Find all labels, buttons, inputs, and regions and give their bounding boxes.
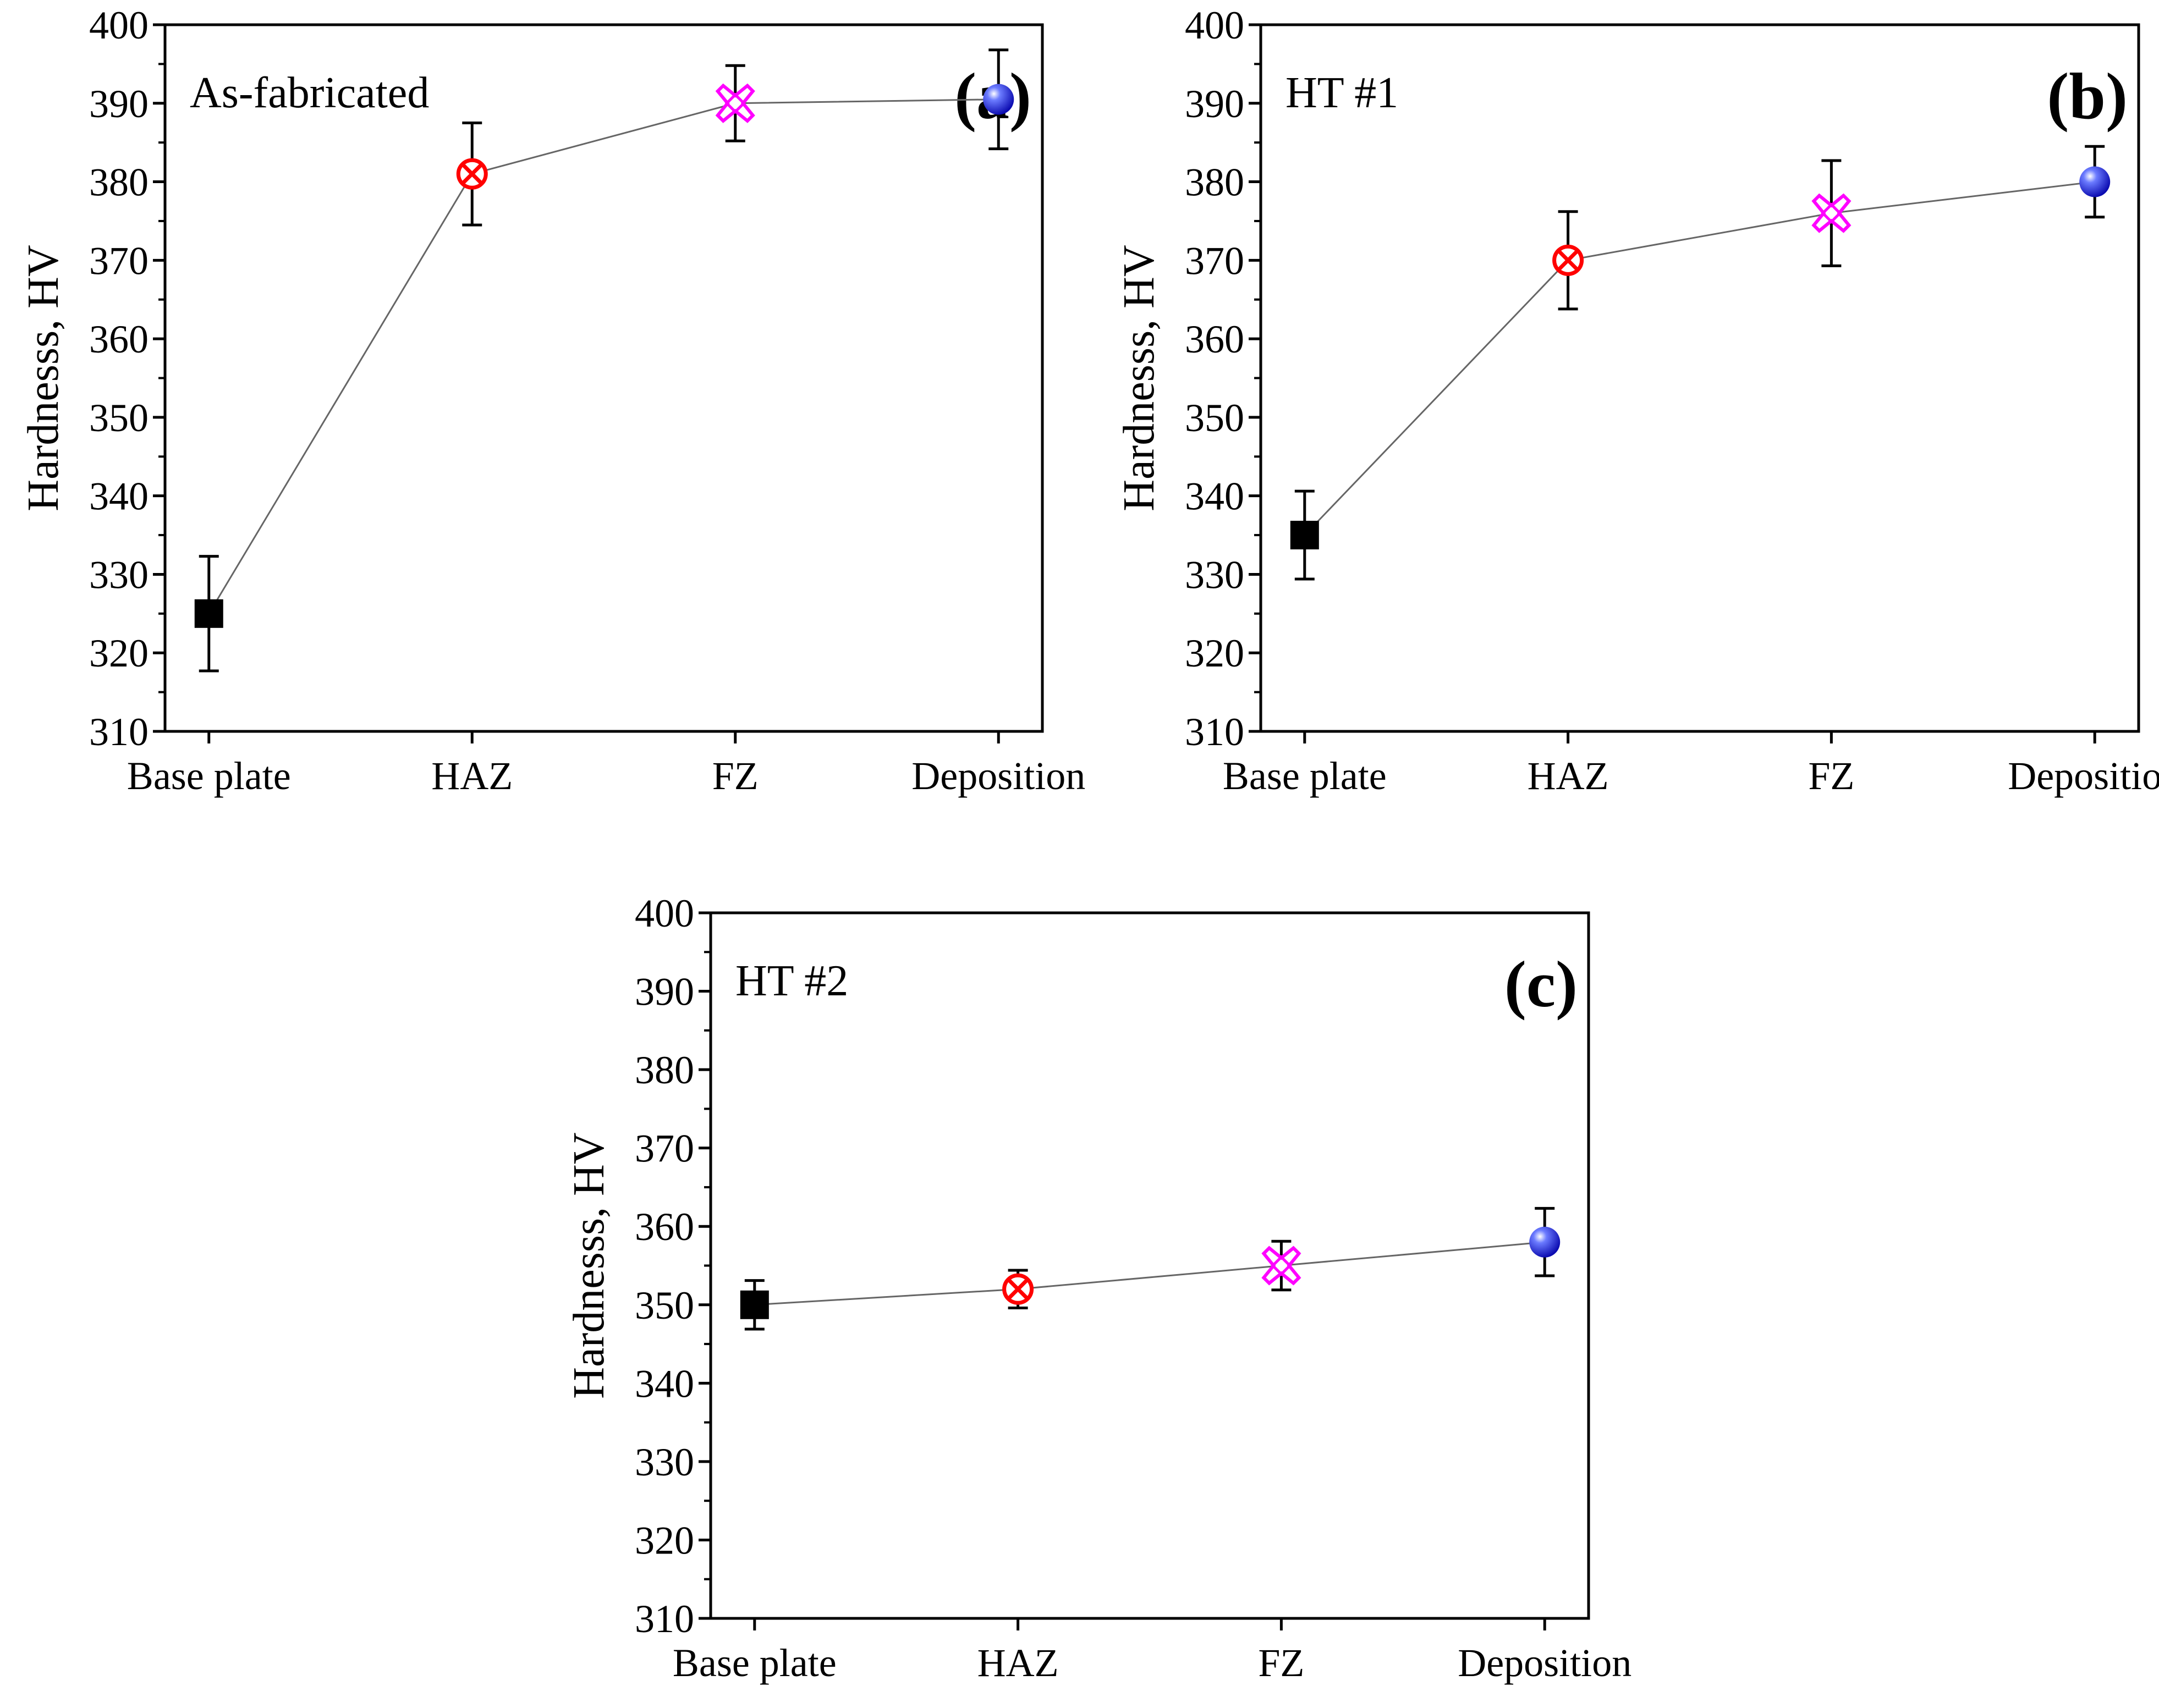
x-tick-label-fz: FZ	[1808, 754, 1854, 798]
panel-annotation: As-fabricated	[190, 69, 429, 117]
data-point-haz-circle-x-icon	[1552, 244, 1584, 276]
data-point-base-plate-square-icon	[1290, 521, 1319, 550]
y-tick-label: 380	[635, 1048, 694, 1092]
y-tick-label: 320	[635, 1518, 694, 1562]
x-tick-label-deposition: Deposition	[911, 754, 1085, 798]
y-tick-label: 390	[1185, 82, 1244, 126]
y-tick-label: 360	[635, 1205, 694, 1249]
y-tick-label: 340	[89, 475, 149, 519]
y-tick-label: 330	[635, 1440, 694, 1484]
data-point-deposition-sphere-icon	[983, 84, 1014, 115]
x-tick-label-haz: HAZ	[1528, 754, 1609, 798]
y-tick-label: 390	[635, 970, 694, 1014]
y-axis-title: Hardnesss, HV	[565, 1132, 613, 1398]
series-line	[754, 1241, 1545, 1306]
x-tick-label-deposition: Deposition	[2008, 754, 2159, 798]
data-point-fz-star-cross-icon	[715, 83, 755, 123]
y-tick-label: 310	[1185, 710, 1244, 754]
y-tick-label: 340	[635, 1362, 694, 1406]
chart-panel-b: 310 320 330 340 350 360 370 380 390 400 Base plate…	[1115, 3, 2159, 798]
x-tick-label-deposition: Deposition	[1458, 1641, 1631, 1685]
y-tick-label: 400	[89, 3, 149, 47]
y-tick-label: 360	[89, 317, 149, 361]
y-tick-label: 350	[1185, 396, 1244, 440]
panel-annotation: HT #1	[1285, 69, 1398, 117]
data-point-fz-star-cross-icon	[1261, 1246, 1301, 1286]
y-tick-label: 400	[1185, 3, 1244, 47]
x-tick-label-base-plate: Base plate	[673, 1641, 837, 1685]
y-axis-title: Hardnesss, HV	[19, 245, 68, 511]
plot-frame	[709, 911, 1590, 1620]
data-point-base-plate-square-icon	[194, 599, 223, 628]
y-tick-label: 330	[89, 553, 149, 597]
y-tick-label: 360	[1185, 317, 1244, 361]
data-point-fz-star-cross-icon	[1811, 193, 1852, 233]
y-tick-label: 390	[89, 82, 149, 126]
x-tick-label-base-plate: Base plate	[1223, 754, 1387, 798]
y-tick-label: 320	[1185, 631, 1244, 675]
y-tick-label: 370	[1185, 239, 1244, 283]
y-tick-label: 400	[635, 891, 694, 935]
y-tick-label: 330	[1185, 553, 1244, 597]
data-point-base-plate-square-icon	[740, 1290, 769, 1319]
plot-frame	[1259, 23, 2140, 733]
x-tick-label-base-plate: Base plate	[127, 754, 291, 798]
y-tick-label: 380	[89, 161, 149, 205]
y-tick-label: 370	[89, 239, 149, 283]
y-tick-label: 340	[1185, 475, 1244, 519]
x-tick-label-fz: FZ	[712, 754, 759, 798]
panel-letter: (c)	[1504, 947, 1578, 1021]
y-axis-title: Hardnesss, HV	[1115, 245, 1163, 511]
y-tick-label: 310	[89, 710, 149, 754]
chart-panel-c: 310 320 330 340 350 360 370 380 390 400 Base plate…	[565, 891, 1631, 1685]
y-tick-label: 380	[1185, 161, 1244, 205]
y-tick-label: 320	[89, 631, 149, 675]
data-point-deposition-sphere-icon	[2079, 166, 2111, 197]
panel-letter: (b)	[2047, 59, 2128, 133]
x-tick-label-haz: HAZ	[431, 754, 513, 798]
series-line	[208, 98, 999, 614]
x-tick-label-fz: FZ	[1258, 1641, 1304, 1685]
y-tick-label: 310	[635, 1597, 694, 1641]
plot-frame	[163, 23, 1044, 733]
data-point-haz-circle-x-icon	[1002, 1273, 1034, 1305]
y-tick-label: 350	[89, 396, 149, 440]
chart-panel-a: 310 320 330 340 350 360 370 380 390 400 Base plate…	[19, 3, 1085, 798]
data-point-haz-circle-x-icon	[456, 158, 488, 190]
y-tick-label: 350	[635, 1283, 694, 1327]
data-point-deposition-sphere-icon	[1529, 1226, 1561, 1258]
x-tick-label-haz: HAZ	[977, 1641, 1059, 1685]
y-tick-label: 370	[635, 1127, 694, 1171]
series-line	[1304, 181, 2095, 536]
panel-annotation: HT #2	[735, 957, 848, 1005]
